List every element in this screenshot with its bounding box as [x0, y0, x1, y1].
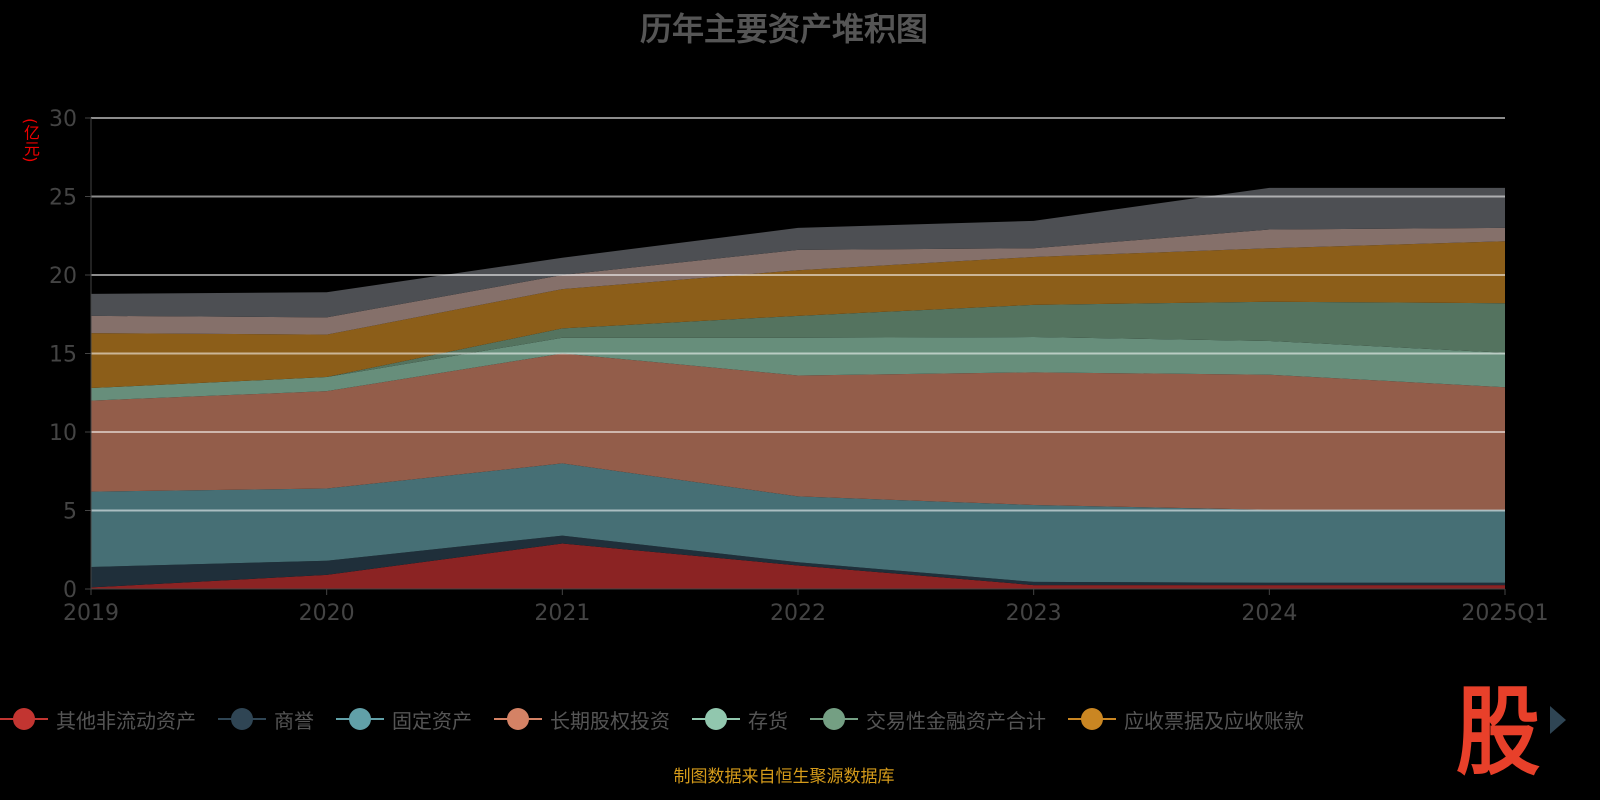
legend-item[interactable]: 固定资产	[336, 705, 472, 734]
area-series-1	[91, 535, 1505, 588]
legend-marker-icon	[692, 707, 740, 731]
legend-label: 其他非流动资产	[56, 708, 196, 733]
y-tick-label: 20	[49, 264, 77, 289]
y-tick-label: 15	[49, 343, 77, 368]
legend-label: 交易性金融资产合计	[866, 708, 1046, 733]
area-series-7	[91, 227, 1505, 335]
area-series-8	[91, 187, 1505, 318]
legend-item[interactable]: 应收票据及应收账款	[1068, 705, 1304, 734]
x-tick-label: 2019	[63, 601, 119, 626]
legend: 其他非流动资产 商誉 固定资产 长期股权投资 存货 交易性金融资产合计 应收票据及应收账款	[0, 704, 1326, 734]
y-axis-unit: (亿元)	[21, 118, 40, 163]
legend-item[interactable]: 交易性金融资产合计	[810, 705, 1046, 734]
legend-marker-icon	[218, 707, 266, 731]
legend-marker-icon	[1068, 707, 1116, 731]
y-tick-label: 0	[63, 578, 77, 603]
legend-label: 应收票据及应收账款	[1124, 708, 1304, 733]
x-tick-label: 2022	[770, 601, 826, 626]
triangle-right-icon[interactable]	[1550, 706, 1566, 734]
logo: 股	[1456, 675, 1541, 789]
source-note: 制图数据来自恒生聚源数据库	[673, 767, 895, 787]
legend-marker-icon	[810, 707, 858, 731]
y-tick-label: 30	[49, 107, 77, 132]
legend-label: 长期股权投资	[550, 708, 670, 733]
legend-marker-icon	[0, 707, 48, 731]
x-tick-label: 2023	[1006, 601, 1062, 626]
legend-marker-icon	[336, 707, 384, 731]
legend-label: 固定资产	[392, 708, 472, 733]
area-series-0	[91, 543, 1505, 589]
area-series-6	[91, 241, 1505, 389]
x-tick-label: 2021	[534, 601, 590, 626]
legend-item[interactable]: 其他非流动资产	[0, 705, 196, 734]
x-tick-label: 2025Q1	[1461, 601, 1548, 626]
legend-label: 商誉	[274, 708, 314, 733]
x-tick-label: 2024	[1241, 601, 1297, 626]
legend-item[interactable]: 长期股权投资	[494, 705, 670, 734]
legend-item[interactable]: 存货	[692, 705, 788, 734]
legend-item[interactable]: 商誉	[218, 705, 314, 734]
area-series-2	[91, 463, 1505, 583]
legend-marker-icon	[494, 707, 542, 731]
y-tick-label: 10	[49, 421, 77, 446]
legend-label: 存货	[748, 708, 788, 733]
area-series-5	[91, 301, 1505, 389]
y-tick-label: 5	[63, 500, 77, 525]
chart-title: 历年主要资产堆积图	[639, 10, 928, 48]
y-tick-label: 25	[49, 186, 77, 211]
x-tick-label: 2020	[299, 601, 355, 626]
